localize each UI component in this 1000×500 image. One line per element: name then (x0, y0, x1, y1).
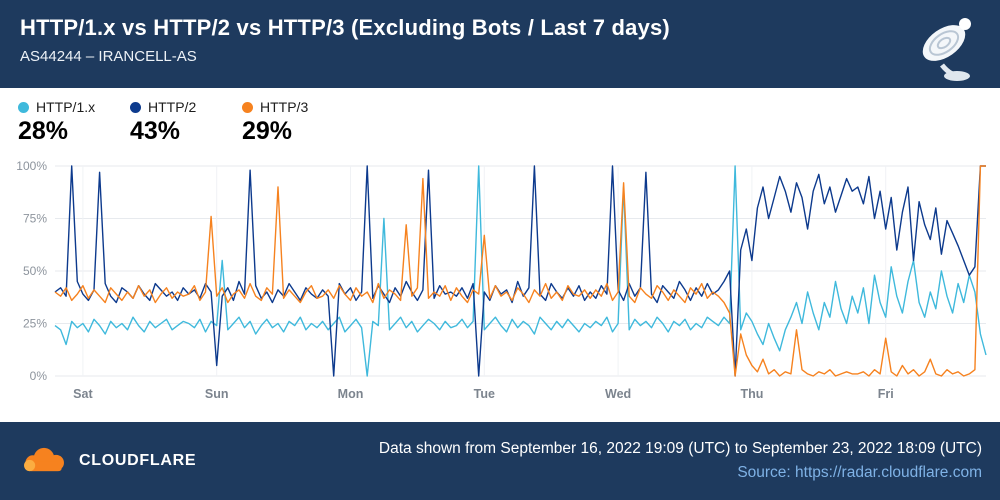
header: HTTP/1.x vs HTTP/2 vs HTTP/3 (Excluding … (0, 0, 1000, 88)
header-text: HTTP/1.x vs HTTP/2 vs HTTP/3 (Excluding … (20, 15, 670, 65)
legend-label-http1x: HTTP/1.x (36, 99, 96, 115)
legend: HTTP/1.x 28% HTTP/2 43% HTTP/3 29% (0, 88, 1000, 152)
legend-item-http3[interactable]: HTTP/3 29% (242, 99, 338, 152)
svg-text:Thu: Thu (740, 387, 763, 401)
legend-item-http3-header: HTTP/3 (242, 99, 338, 115)
legend-item-http1x[interactable]: HTTP/1.x 28% (18, 99, 114, 152)
svg-text:Sun: Sun (205, 387, 229, 401)
svg-text:Wed: Wed (605, 387, 631, 401)
cloudflare-wordmark: CLOUDFLARE (79, 452, 197, 469)
svg-text:50%: 50% (23, 264, 47, 278)
legend-item-http2-header: HTTP/2 (130, 99, 226, 115)
svg-text:25%: 25% (23, 317, 47, 331)
legend-item-http1x-header: HTTP/1.x (18, 99, 114, 115)
chart-section: 0% 25% 50% 75% 100% Sat Sun Mon Tue Wed Thu Fri (0, 152, 1000, 422)
cloudflare-cloud-icon (18, 444, 70, 479)
legend-label-http2: HTTP/2 (148, 99, 197, 115)
svg-text:Tue: Tue (474, 387, 495, 401)
http2-series-dot-icon (130, 101, 141, 113)
svg-text:100%: 100% (16, 159, 47, 173)
source-link[interactable]: Source: https://radar.cloudflare.com (737, 464, 982, 481)
svg-text:Fri: Fri (878, 387, 894, 401)
radar-dish-icon (912, 13, 980, 88)
legend-value-http2: 43% (130, 117, 181, 145)
legend-item-http2[interactable]: HTTP/2 43% (130, 99, 226, 152)
data-range-text: Data shown from September 16, 2022 19:09… (378, 439, 982, 457)
footer-text: Data shown from September 16, 2022 19:09… (379, 437, 982, 485)
svg-text:Sat: Sat (73, 387, 93, 401)
legend-value-http3: 29% (242, 117, 293, 145)
cloudflare-logo: CLOUDFLARE (18, 444, 196, 479)
legend-value-http1x: 28% (18, 117, 69, 145)
svg-text:0%: 0% (30, 369, 48, 383)
http1x-series-dot-icon (18, 101, 29, 113)
legend-label-http3: HTTP/3 (260, 99, 309, 115)
http-version-chart: 0% 25% 50% 75% 100% Sat Sun Mon Tue Wed Thu Fri (16, 159, 987, 401)
page-title: HTTP/1.x vs HTTP/2 vs HTTP/3 (Excluding … (20, 15, 670, 40)
http3-series-dot-icon (242, 101, 253, 113)
asn-subtitle: AS44244 – IRANCELL-AS (20, 48, 197, 66)
svg-text:Mon: Mon (338, 387, 364, 401)
svg-text:75%: 75% (23, 212, 47, 226)
footer: CLOUDFLARE Data shown from September 16,… (0, 422, 1000, 500)
